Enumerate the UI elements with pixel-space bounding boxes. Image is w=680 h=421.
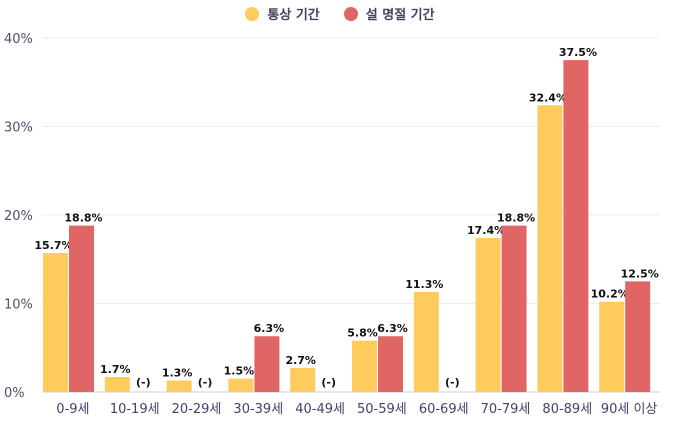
y-tick-label: 0% [4,386,25,401]
y-tick-label: 20% [4,209,33,224]
bar-holiday [69,225,94,392]
data-label: 1.5% [224,365,255,378]
legend-item-normal[interactable]: 통상 기간 [245,4,320,23]
legend-label-holiday: 설 명절 기간 [365,8,435,23]
data-label: 6.3% [377,322,408,335]
legend-item-holiday[interactable]: 설 명절 기간 [343,4,435,23]
bar-normal [228,378,254,392]
bar-holiday [625,281,651,392]
data-label: 2.7% [285,354,316,367]
bar-normal [599,301,625,392]
data-label: 1.7% [100,363,131,376]
data-label: 11.3% [405,278,443,291]
x-tick-label: 20-29세 [172,402,222,417]
x-tick-label: 10-19세 [110,402,160,417]
bar-holiday [254,336,280,392]
y-tick-label: 10% [4,298,33,313]
data-label: 17.4% [467,224,505,237]
data-label: 18.8% [64,212,102,225]
data-label: 10.2% [591,288,629,301]
x-tick-label: 0-9세 [56,402,89,417]
x-tick-label: 30-39세 [233,402,283,417]
x-tick-label: 90세 이상 [601,402,658,417]
bar-normal [104,376,130,392]
bar-holiday [563,60,589,392]
data-label: (-) [198,376,213,389]
data-label: (-) [136,376,151,389]
bar-normal [352,340,377,392]
data-label: 6.3% [254,322,285,335]
bar-holiday [501,225,527,392]
bar-holiday [378,336,403,392]
bar-normal [413,291,439,392]
bar-normal [290,368,316,392]
bar-normal [43,253,68,392]
x-tick-label: 50-59세 [357,402,407,417]
legend-label-normal: 통상 기간 [267,8,320,23]
data-label: 32.4% [529,91,567,104]
x-tick-label: 70-79세 [481,402,531,417]
data-label: 1.3% [162,366,193,379]
data-label: 12.5% [621,267,659,280]
y-tick-label: 40% [4,32,33,47]
data-label: (-) [445,376,460,389]
bar-normal [166,380,192,392]
legend-swatch-holiday [343,6,358,21]
data-label: (-) [321,376,336,389]
bar-normal [475,238,501,392]
data-label: 15.7% [34,239,72,252]
x-tick-label: 60-69세 [419,402,469,417]
bar-normal [537,105,563,392]
x-tick-label: 80-89세 [542,402,592,417]
legend: 통상 기간 설 명절 기간 [0,4,680,23]
x-tick-label: 40-49세 [295,402,345,417]
y-tick-label: 30% [4,121,33,136]
data-label: 18.8% [497,212,535,225]
data-label: 5.8% [347,327,378,340]
data-label: 37.5% [559,46,597,59]
legend-swatch-normal [245,6,260,21]
